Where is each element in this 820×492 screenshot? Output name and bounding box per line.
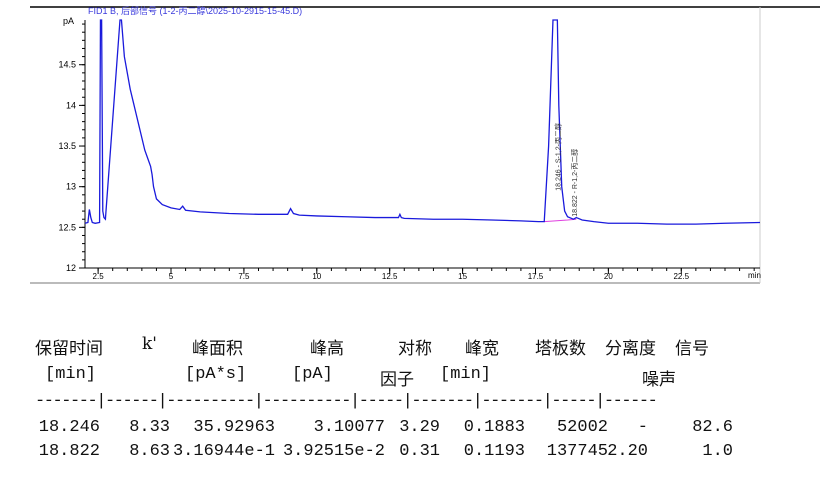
table-cell: 0.1883 <box>463 418 525 437</box>
chart-title: FID1 B, 后部信号 (1-2-丙二醇\2025-10-2915-15-45… <box>88 5 302 16</box>
table-cell: 137745 <box>546 442 608 461</box>
y-tick-label: 12.5 <box>58 222 76 232</box>
unit-pas: [pA*s] <box>185 365 247 384</box>
chromatogram-chart: FID1 B, 后部信号 (1-2-丙二醇\2025-10-2915-15-45… <box>30 5 820 284</box>
table-cell: 3.10077 <box>313 418 385 437</box>
header-width: 峰宽 <box>465 339 499 359</box>
x-tick-label: 20 <box>604 272 613 281</box>
header-area: 峰面积 <box>192 339 243 359</box>
header-signal: 信号 <box>675 339 709 359</box>
table-cell: 3.16944e-1 <box>172 442 275 461</box>
x-tick-label: 12.5 <box>382 272 398 281</box>
table-cell: 3.29 <box>399 418 440 437</box>
separator-line: -------|------|----------|----------|---… <box>35 392 658 411</box>
x-tick-label: 17.5 <box>528 272 544 281</box>
unit-min-width: [min] <box>440 365 492 384</box>
table-cell: 82.6 <box>692 418 733 437</box>
table-cell: 0.31 <box>399 442 440 461</box>
header-factor: 因子 <box>380 370 414 390</box>
unit-min: [min] <box>45 365 97 384</box>
table-cell: 35.92963 <box>193 418 275 437</box>
table-cell: 8.33 <box>129 418 170 437</box>
table-cell: 0.1193 <box>463 442 525 461</box>
peak-label-1: 18.246 - S-1,2-丙二醇 <box>553 123 562 191</box>
table-cell: 18.822 <box>38 442 100 461</box>
table-cell: 1.0 <box>702 442 733 461</box>
header-noise: 噪声 <box>642 370 676 390</box>
header-k: k' <box>142 334 157 354</box>
x-tick-label: 10 <box>312 272 321 281</box>
header-resolution: 分离度 <box>605 339 656 359</box>
integration-baseline <box>544 218 577 223</box>
header-height: 峰高 <box>310 339 344 359</box>
x-tick-label: 5 <box>169 272 174 281</box>
table-cell: 2.20 <box>607 442 648 461</box>
y-tick-label: 13 <box>66 182 76 192</box>
table-cell: - <box>637 418 648 437</box>
peak-label-2: 18.822 - R-1,2-丙二醇 <box>570 149 579 217</box>
x-tick-label: 22.5 <box>673 272 689 281</box>
y-tick-label: 12 <box>66 263 76 273</box>
y-axis-label: pA <box>63 16 74 26</box>
table-cell: 3.92515e-2 <box>282 442 385 461</box>
header-plates: 塔板数 <box>535 339 586 359</box>
y-tick-label: 14.5 <box>58 60 76 70</box>
x-tick-label: 15 <box>458 272 467 281</box>
unit-pa: [pA] <box>292 365 333 384</box>
table-cell: 8.63 <box>129 442 170 461</box>
x-tick-label: 2.5 <box>93 272 105 281</box>
signal-trace <box>84 19 761 225</box>
header-symmetry: 对称 <box>398 339 432 359</box>
header-retention-time: 保留时间 <box>35 339 103 359</box>
table-cell: 18.246 <box>38 418 100 437</box>
x-axis-label: min <box>748 271 761 280</box>
y-tick-label: 13.5 <box>58 141 76 151</box>
x-tick-label: 7.5 <box>238 272 250 281</box>
y-tick-label: 14 <box>66 100 76 110</box>
table-cell: 52002 <box>556 418 608 437</box>
